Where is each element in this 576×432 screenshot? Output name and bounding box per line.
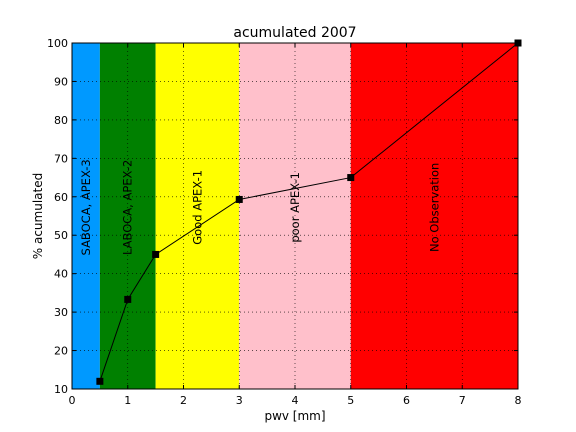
band-layer [72,43,518,389]
band-4 [350,43,518,389]
x-tick-label-0: 0 [69,394,76,407]
x-tick-label-1: 1 [124,394,131,407]
band-label-0: SABOCA, APEX-3 [79,159,93,255]
y-tick-label-5: 60 [54,191,68,204]
band-label-1: LABOCA, APEX-2 [121,160,135,255]
tick-layer: 0 1 2 3 4 5 6 7 8 10 20 30 40 50 60 70 80 90 100 [47,37,522,407]
band-0 [72,43,100,389]
y-tick-label-3: 40 [54,268,68,281]
data-point-0 [96,377,104,385]
x-tick-label-3: 3 [236,394,243,407]
data-point-2 [152,250,160,258]
data-point-3 [235,195,243,203]
y-tick-label-4: 50 [54,229,68,242]
x-tick-label-2: 2 [180,394,187,407]
series-line [99,42,519,382]
y-tick-label-9: 100 [47,37,68,50]
band-label-4: No Observation [427,163,441,252]
x-axis-label: pwv [mm] [264,409,325,423]
x-tick-label-6: 6 [403,394,410,407]
y-tick-label-1: 20 [54,345,68,358]
y-tick-label-8: 90 [54,75,68,88]
y-tick-label-2: 30 [54,306,68,319]
band-label-layer: SABOCA, APEX-3 LABOCA, APEX-2 Good APEX-1 p… [79,159,441,255]
band-label-3: poor APEX-1 [288,172,302,243]
band-label-2: Good APEX-1 [190,170,204,245]
y-tick-label-7: 80 [54,114,68,127]
x-tick-label-5: 5 [347,394,354,407]
x-tick-label-8: 8 [515,394,522,407]
x-tick-label-4: 4 [292,394,299,407]
band-2 [155,43,240,389]
y-tick-label-0: 10 [54,383,68,396]
y-tick-label-6: 70 [54,152,68,165]
y-axis-label: % acumulated [31,173,45,259]
x-tick-label-7: 7 [459,394,466,407]
chart-title: acumulated 2007 [233,25,356,41]
data-point-4 [347,174,355,182]
data-point-1 [124,295,132,303]
grid-layer [72,43,518,389]
